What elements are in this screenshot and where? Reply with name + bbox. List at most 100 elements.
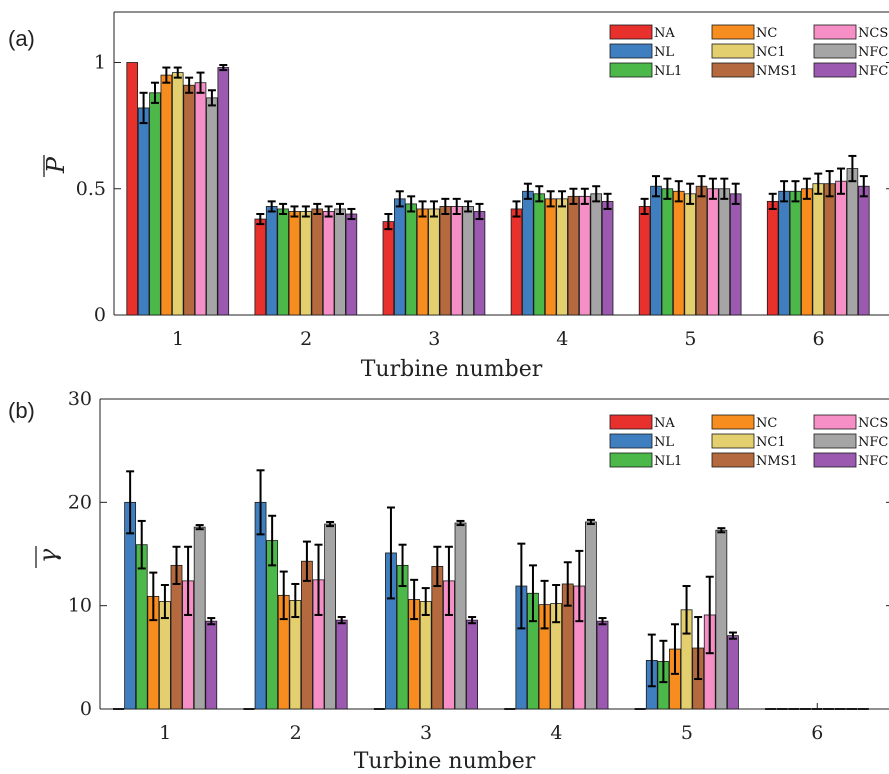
- y-tick-label: 20: [68, 491, 92, 513]
- legend-swatch-na: [609, 414, 653, 430]
- bar-nc1: [812, 183, 825, 316]
- panel-tag: (a): [8, 26, 35, 51]
- bar-nms1: [567, 195, 580, 316]
- bar-nfcs1: [334, 208, 346, 316]
- bar-nfcs2: [601, 200, 614, 316]
- bar-nms1: [183, 84, 195, 316]
- bar-nfcs1: [454, 522, 467, 710]
- bar-nc1: [419, 601, 432, 710]
- bar-nl: [393, 198, 406, 316]
- legend-label-na: NA: [654, 26, 675, 41]
- y-tick-label: 1: [94, 52, 106, 74]
- bar-nc: [672, 190, 685, 316]
- legend-label-nc1: NC1: [756, 45, 786, 60]
- bar-ncs1: [835, 180, 847, 316]
- bar-nc1: [171, 72, 184, 316]
- bar-nfcs1: [590, 193, 603, 316]
- x-axis-label: Turbine number: [354, 749, 536, 774]
- bar-nfcs1: [718, 188, 731, 316]
- panel-tag: (b): [8, 398, 35, 423]
- bar-nms1: [439, 206, 452, 316]
- bar-nfcs2: [729, 193, 742, 316]
- x-tick-label: 6: [811, 722, 823, 744]
- bar-nc1: [300, 211, 312, 316]
- bar-nfcs1: [462, 206, 474, 316]
- x-tick-label: 4: [556, 328, 568, 350]
- x-tick-label: 2: [300, 328, 312, 350]
- legend-label-nfcs1: NFCS1: [858, 435, 889, 450]
- bar-nl: [778, 190, 790, 316]
- bar-nc1: [684, 193, 696, 316]
- x-tick-label: 4: [550, 722, 562, 744]
- bar-nms1: [823, 183, 836, 316]
- legend-label-nl: NL: [654, 435, 674, 450]
- bar-nl: [137, 107, 150, 316]
- bar-nl: [650, 185, 662, 316]
- bar-nfcs2: [596, 620, 609, 710]
- bar-nl1: [533, 193, 546, 316]
- legend-swatch-nfcs1: [813, 43, 857, 59]
- legend-label-nc: NC: [756, 416, 777, 431]
- legend-swatch-nfcs2: [813, 452, 857, 468]
- x-tick-label: 5: [681, 722, 693, 744]
- legend-swatch-na: [609, 24, 653, 40]
- legend-swatch-nc: [711, 24, 755, 40]
- legend-swatch-nl1: [609, 452, 653, 468]
- y-axis-label: P: [42, 156, 70, 174]
- y-tick-label: 0.5: [76, 178, 106, 200]
- bar-nc1: [556, 198, 568, 316]
- bar-nc: [544, 198, 557, 316]
- bar-na: [126, 62, 138, 316]
- legend-swatch-nc1: [711, 43, 755, 59]
- bar-nfcs2: [466, 619, 478, 710]
- bar-nfcs2: [857, 185, 870, 316]
- bar-nfcs1: [193, 526, 206, 710]
- bar-nfcs2: [473, 211, 486, 316]
- y-tick-label: 10: [68, 595, 92, 617]
- legend-swatch-nms1: [711, 452, 755, 468]
- bar-nc: [288, 211, 301, 316]
- bar-nfcs1: [846, 168, 859, 316]
- legend-label-nfcs2: NFCS2: [858, 454, 889, 469]
- x-tick-label: 1: [159, 722, 171, 744]
- x-tick-label: 3: [420, 722, 432, 744]
- bar-nc1: [428, 208, 440, 316]
- bar-nl1: [661, 188, 674, 316]
- bar-nms1: [431, 566, 444, 710]
- bar-nc: [416, 208, 429, 316]
- legend-label-ncs1: NCS1: [858, 26, 889, 41]
- bar-nms1: [695, 185, 708, 316]
- bar-nl: [522, 190, 534, 316]
- legend-label-nl: NL: [654, 45, 674, 60]
- bar-nc: [801, 188, 813, 316]
- legend-label-nms1: NMS1: [756, 454, 798, 469]
- panel-a: (a) 0 0.5 1 P 1 2 3 4 5 6 Turbine number NA NL NL1 NC NC…: [8, 11, 889, 382]
- legend-swatch-nfcs2: [813, 62, 857, 78]
- legend-label-na: NA: [654, 416, 675, 431]
- legend-label-nl1: NL1: [654, 64, 682, 79]
- bar-ncs1: [579, 195, 591, 316]
- panel-b: (b) 0 10 20 30 γ 1 2 3 4 5 6 Turbine number NA NL NL1 NC…: [8, 388, 889, 774]
- legend-label-nl1: NL1: [654, 454, 682, 469]
- bar-ncs1: [450, 206, 463, 316]
- bar-nl1: [277, 208, 289, 316]
- bar-nfcs2: [335, 619, 348, 710]
- bar-nfcs2: [345, 213, 358, 316]
- legend-swatch-nl: [609, 43, 653, 59]
- bar-nfcs1: [585, 521, 597, 710]
- legend-swatch-nc: [711, 414, 755, 430]
- legend-label-nfcs1: NFCS1: [858, 45, 889, 60]
- y-axis-label: γ: [34, 548, 62, 563]
- x-tick-label: 2: [290, 722, 302, 744]
- legend-label-nc1: NC1: [756, 435, 786, 450]
- bar-na: [254, 218, 267, 316]
- bar-nfcs1: [206, 97, 218, 316]
- y-tick-label: 0: [94, 304, 106, 326]
- bar-nfcs2: [205, 620, 218, 710]
- bar-nfcs1: [715, 529, 728, 710]
- bar-na: [638, 206, 651, 316]
- legend-label-ncs1: NCS1: [858, 416, 889, 431]
- legend-swatch-nc1: [711, 433, 755, 449]
- x-tick-label: 5: [684, 328, 696, 350]
- bar-ncs1: [194, 82, 207, 316]
